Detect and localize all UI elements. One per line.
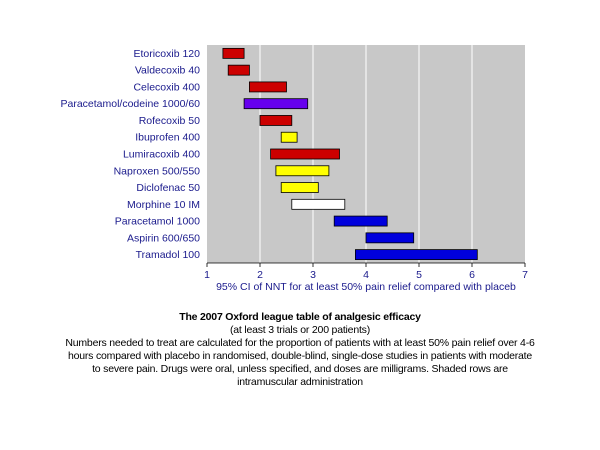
drug-label: Tramadol 100 (136, 249, 201, 261)
drug-label: Diclofenac 50 (136, 182, 200, 194)
drug-label: Paracetamol/codeine 1000/60 (60, 98, 200, 110)
range-bar (222, 47, 245, 59)
caption: The 2007 Oxford league table of analgesi… (20, 311, 580, 389)
analgesic-efficacy-chart: Etoricoxib 120 Valdecoxib 40 Celecoxib 400… (60, 45, 528, 293)
range-bar (275, 165, 330, 177)
drug-label: Valdecoxib 40 (135, 65, 200, 77)
range-bar (365, 232, 415, 244)
x-tick-label: 7 (522, 269, 528, 281)
x-tick-label: 4 (363, 269, 369, 281)
drug-label: Paracetamol 1000 (115, 216, 200, 228)
caption-line-1: Numbers needed to treat are calculated f… (65, 337, 535, 349)
x-axis: 1 2 3 4 5 6 7 (204, 262, 528, 281)
x-tick-label: 6 (469, 269, 475, 281)
caption-title: The 2007 Oxford league table of analgesi… (179, 311, 421, 323)
drug-label: Aspirin 600/650 (127, 232, 200, 244)
range-bar (291, 198, 346, 210)
caption-line-3: to severe pain. Drugs were oral, unless … (92, 363, 508, 375)
drug-label: Rofecoxib 50 (139, 115, 200, 127)
drug-label: Naproxen 500/550 (114, 165, 201, 177)
drug-label: Ibuprofen 400 (135, 132, 200, 144)
caption-subtitle: (at least 3 trials or 200 patients) (229, 324, 371, 336)
range-bar (270, 148, 340, 160)
range-bar (248, 81, 287, 93)
x-tick-label: 3 (310, 269, 316, 281)
range-bar (333, 215, 388, 227)
drug-label: Celecoxib 400 (133, 81, 200, 93)
caption-line-4: intramuscular administration (237, 376, 363, 388)
drug-label: Etoricoxib 120 (133, 48, 200, 60)
range-bar (280, 131, 298, 143)
x-tick-label: 2 (257, 269, 263, 281)
range-bar (354, 249, 478, 261)
x-tick-label: 1 (204, 269, 210, 281)
caption-line-2: hours compared with placebo in randomise… (67, 350, 533, 362)
drug-labels: Etoricoxib 120 Valdecoxib 40 Celecoxib 400… (60, 48, 200, 261)
range-bars (222, 47, 478, 261)
range-bar (259, 115, 293, 126)
x-tick-label: 5 (416, 269, 422, 281)
drug-label: Lumiracoxib 400 (123, 149, 200, 161)
range-bar (243, 98, 309, 110)
drug-label: Morphine 10 IM (127, 199, 200, 211)
x-axis-title: 95% CI of NNT for at least 50% pain reli… (216, 281, 516, 293)
range-bar (280, 182, 319, 193)
range-bar (227, 64, 250, 76)
